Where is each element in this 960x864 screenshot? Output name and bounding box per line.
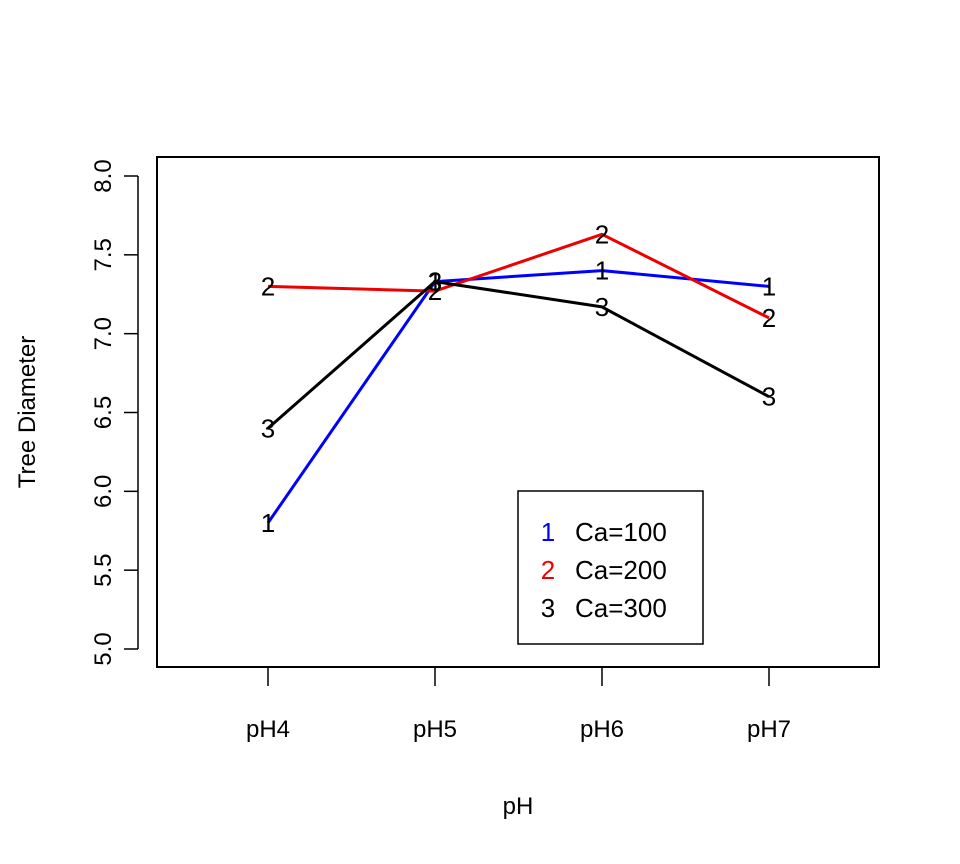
y-tick-label: 5.5: [90, 553, 117, 586]
data-point-marker: 3: [595, 292, 609, 322]
data-point-marker: 2: [595, 219, 609, 249]
x-tick-label: pH4: [246, 716, 290, 743]
legend-symbol: 1: [541, 517, 555, 547]
series-line: [267, 232, 770, 320]
legend-label: Ca=300: [575, 593, 667, 623]
data-point-marker: 3: [261, 413, 275, 443]
y-axis-label: Tree Diameter: [14, 336, 41, 488]
data-point-marker: 3: [762, 382, 776, 412]
data-point-marker: 1: [762, 271, 776, 301]
legend-symbol: 3: [541, 593, 555, 623]
legend-label: Ca=200: [575, 555, 667, 585]
y-axis: 5.0 5.5 6.0 6.5 7.0 7.5 8.0: [90, 159, 139, 666]
series-2: 2 222: [261, 219, 776, 333]
series-3: 3 3 3 3: [261, 267, 776, 444]
x-axis: pH4 pH5 pH6 pH7: [246, 666, 791, 743]
y-tick-label: 8.0: [90, 159, 117, 192]
legend: 1 Ca=100 2 Ca=200 3 Ca=300: [517, 490, 704, 645]
data-point-marker: 1: [595, 256, 609, 286]
x-tick-label: pH7: [747, 716, 791, 743]
y-tick-label: 6.5: [90, 396, 117, 429]
data-point-marker: 3: [428, 267, 442, 297]
series-line: [267, 280, 770, 430]
data-point-marker: 2: [261, 271, 275, 301]
y-tick-label: 7.0: [90, 317, 117, 350]
series-1: 11 11: [261, 256, 776, 538]
y-tick-label: 7.5: [90, 238, 117, 271]
series-line: [266, 269, 770, 524]
legend-symbol: 2: [541, 555, 555, 585]
x-tick-label: pH5: [413, 716, 457, 743]
legend-label: Ca=100: [575, 517, 667, 547]
data-point-marker: 1: [261, 508, 275, 538]
y-tick-label: 5.0: [90, 632, 117, 665]
legend-box: [517, 490, 704, 645]
y-tick-label: 6.0: [90, 475, 117, 508]
x-axis-label: pH: [503, 793, 534, 820]
data-point-marker: 2: [762, 303, 776, 333]
x-tick-label: pH6: [580, 716, 624, 743]
